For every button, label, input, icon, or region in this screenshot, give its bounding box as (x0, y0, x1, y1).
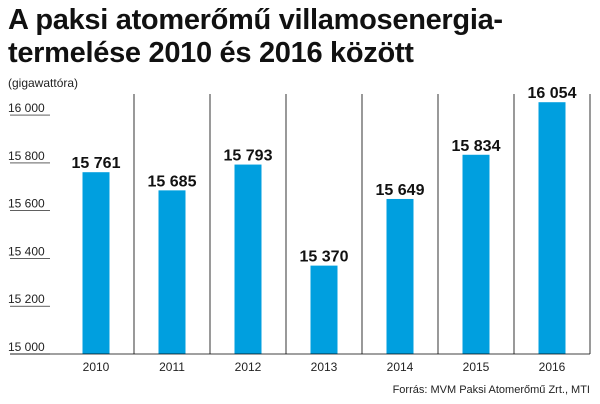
unit-label: (gigawattóra) (8, 76, 79, 90)
value-label-2012: 15 793 (224, 148, 273, 165)
bar-2013 (310, 265, 338, 354)
source-note: Forrás: MVM Paksi Atomerőmű Zrt., MTI (392, 384, 590, 396)
x-tick-label-2013: 2013 (311, 360, 338, 374)
y-tick-label: 15 600 (8, 197, 45, 211)
value-label-2016: 16 054 (528, 85, 577, 102)
x-tick-label-2012: 2012 (235, 360, 262, 374)
y-tick-label: 15 000 (8, 340, 45, 354)
value-label-2015: 15 834 (452, 138, 501, 155)
y-tick-label: 15 800 (8, 149, 45, 163)
x-tick-label-2011: 2011 (159, 360, 185, 374)
bar-2012 (234, 164, 262, 354)
chart-title-line2: termelése 2010 és 2016 között (8, 37, 414, 69)
x-tick-label-2016: 2016 (539, 360, 566, 374)
bar-2016 (538, 102, 566, 354)
bar-2011 (158, 190, 186, 354)
chart-title: A paksi atomerőmű villamosenergia- terme… (8, 4, 598, 70)
bar-2010 (82, 172, 110, 354)
bar-2015 (462, 154, 490, 354)
y-tick-label: 16 000 (8, 101, 45, 115)
y-tick-label: 15 200 (8, 292, 45, 306)
value-label-2013: 15 370 (300, 249, 349, 266)
bar-2014 (386, 198, 414, 354)
y-tick-label: 15 400 (8, 244, 45, 258)
x-tick-label-2015: 2015 (463, 360, 490, 374)
x-tick-label-2010: 2010 (83, 360, 110, 374)
x-tick-label-2014: 2014 (387, 360, 414, 374)
value-label-2011: 15 685 (148, 173, 197, 190)
chart-title-line1: A paksi atomerőmű villamosenergia- (8, 4, 503, 36)
value-label-2010: 15 761 (72, 155, 121, 172)
value-label-2014: 15 649 (376, 182, 425, 199)
